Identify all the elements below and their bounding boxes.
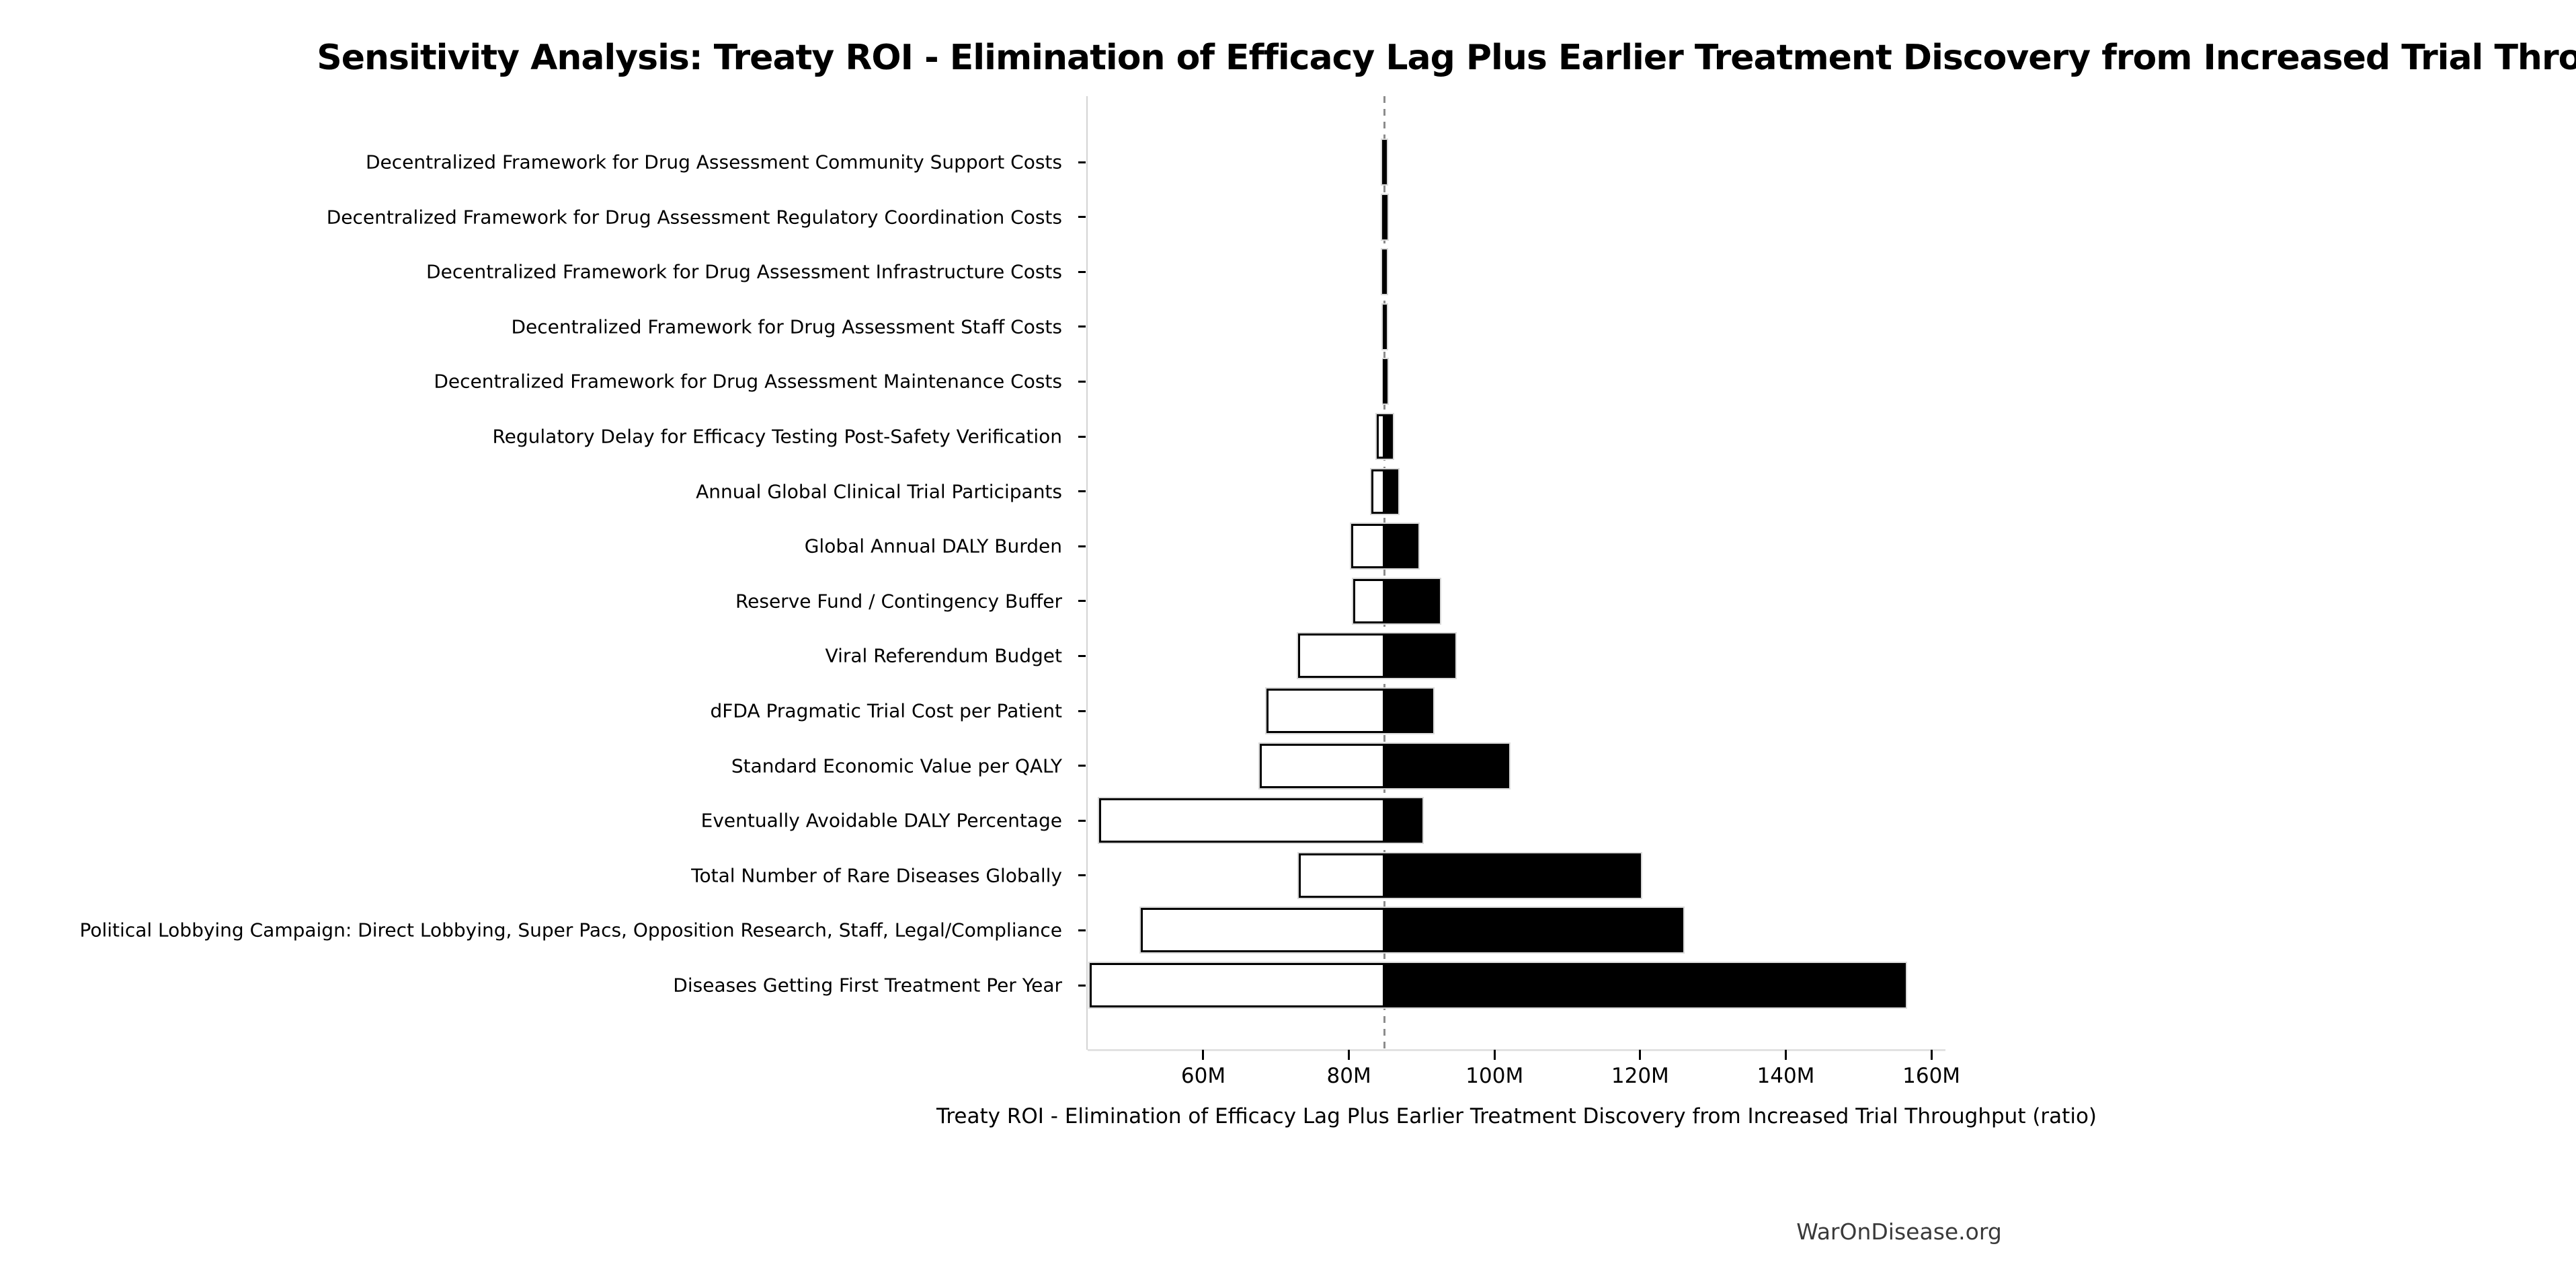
tornado-bar xyxy=(1376,414,1393,459)
bar-high-side-fill xyxy=(1382,689,1434,733)
x-axis-tick-label: 80M xyxy=(1326,1064,1371,1088)
y-axis-category-label: Decentralized Framework for Drug Assessm… xyxy=(511,315,1062,338)
chart-title: Sensitivity Analysis: Treaty ROI - Elimi… xyxy=(317,38,2576,78)
tornado-bar xyxy=(1297,633,1455,679)
bar-high-side-fill xyxy=(1382,249,1387,295)
tornado-bar xyxy=(1382,249,1387,295)
tornado-bar xyxy=(1383,359,1387,404)
x-axis-tick xyxy=(1639,1050,1642,1060)
y-axis-category-label: dFDA Pragmatic Trial Cost per Patient xyxy=(710,699,1063,722)
y-axis-tick xyxy=(1078,874,1086,877)
y-axis-category-label: Total Number of Rare Diseases Globally xyxy=(691,864,1062,887)
tornado-bar xyxy=(1382,140,1387,184)
tornado-bar xyxy=(1371,469,1399,514)
x-axis-tick xyxy=(1930,1050,1933,1060)
bar-high-side-fill xyxy=(1382,524,1418,569)
bar-high-side-fill xyxy=(1382,414,1393,459)
y-axis-tick xyxy=(1078,600,1086,603)
y-axis-category-label: Decentralized Framework for Drug Assessm… xyxy=(434,370,1062,393)
y-axis-category-label: Decentralized Framework for Drug Assessm… xyxy=(326,206,1062,229)
tornado-bar xyxy=(1382,304,1387,349)
x-axis-tick xyxy=(1493,1050,1496,1060)
y-axis-tick xyxy=(1078,161,1086,163)
y-axis-tick xyxy=(1078,765,1086,767)
tornado-bar xyxy=(1260,743,1509,788)
bar-high-side-fill xyxy=(1383,359,1387,404)
bar-high-side-fill xyxy=(1382,633,1455,679)
tornado-bar xyxy=(1351,524,1418,569)
x-axis-tick-label: 120M xyxy=(1611,1064,1669,1088)
tornado-bar xyxy=(1298,853,1641,898)
tornado-bar xyxy=(1353,578,1440,623)
y-axis-tick xyxy=(1078,270,1086,273)
tornado-bar xyxy=(1382,194,1388,239)
bar-high-side-fill xyxy=(1382,194,1388,239)
bar-high-side-fill xyxy=(1382,578,1440,623)
y-axis-tick xyxy=(1078,819,1086,822)
y-axis-category-label: Political Lobbying Campaign: Direct Lobb… xyxy=(79,919,1062,941)
x-axis-tick-label: 140M xyxy=(1757,1064,1815,1088)
tornado-bar xyxy=(1266,689,1434,733)
x-axis-spine xyxy=(1088,1049,1945,1051)
y-axis-tick xyxy=(1078,654,1086,657)
bar-high-side-fill xyxy=(1382,963,1906,1007)
y-axis-tick xyxy=(1078,380,1086,383)
y-axis-tick xyxy=(1078,929,1086,931)
y-axis-tick xyxy=(1078,490,1086,493)
x-axis-tick-label: 60M xyxy=(1180,1064,1226,1088)
x-axis-tick-label: 100M xyxy=(1465,1064,1524,1088)
x-axis-label: Treaty ROI - Elimination of Efficacy Lag… xyxy=(936,1104,2097,1128)
y-axis-category-label: Annual Global Clinical Trial Participant… xyxy=(696,480,1062,503)
y-axis-tick xyxy=(1078,984,1086,987)
y-axis-tick xyxy=(1078,709,1086,712)
bar-high-side-fill xyxy=(1382,469,1399,514)
baseline-dashed-line xyxy=(1383,96,1386,1050)
tornado-bar xyxy=(1090,963,1906,1007)
x-axis-tick-label: 160M xyxy=(1902,1064,1961,1088)
y-axis-tick xyxy=(1078,325,1086,328)
y-axis-category-label: Decentralized Framework for Drug Assessm… xyxy=(366,151,1062,174)
x-axis-tick xyxy=(1348,1050,1351,1060)
y-axis-category-label: Reserve Fund / Contingency Buffer xyxy=(735,590,1062,613)
y-axis-category-label: Standard Economic Value per QALY xyxy=(731,755,1062,777)
bar-high-side-fill xyxy=(1382,798,1422,843)
bar-high-side-fill xyxy=(1382,853,1641,898)
bar-high-side-fill xyxy=(1382,743,1509,788)
y-axis-category-label: Global Annual DALY Burden xyxy=(804,535,1062,557)
y-axis-category-label: Diseases Getting First Treatment Per Yea… xyxy=(673,974,1062,997)
bar-high-side-fill xyxy=(1382,304,1387,349)
bar-high-side-fill xyxy=(1382,140,1387,184)
tornado-bar xyxy=(1140,908,1683,953)
y-axis-category-label: Decentralized Framework for Drug Assessm… xyxy=(426,260,1062,283)
tornado-bar xyxy=(1099,798,1422,843)
x-axis-tick xyxy=(1784,1050,1787,1060)
bar-high-side-fill xyxy=(1382,908,1683,953)
y-axis-tick xyxy=(1078,435,1086,438)
y-axis-tick xyxy=(1078,216,1086,219)
footer-branding: WarOnDisease.org xyxy=(1796,1219,2002,1245)
y-axis-category-label: Regulatory Delay for Efficacy Testing Po… xyxy=(492,425,1062,448)
y-axis-tick xyxy=(1078,545,1086,547)
y-axis-category-label: Viral Referendum Budget xyxy=(825,644,1062,667)
x-axis-tick xyxy=(1202,1050,1205,1060)
y-axis-category-label: Eventually Avoidable DALY Percentage xyxy=(700,809,1062,832)
y-axis-spine xyxy=(1086,96,1088,1050)
